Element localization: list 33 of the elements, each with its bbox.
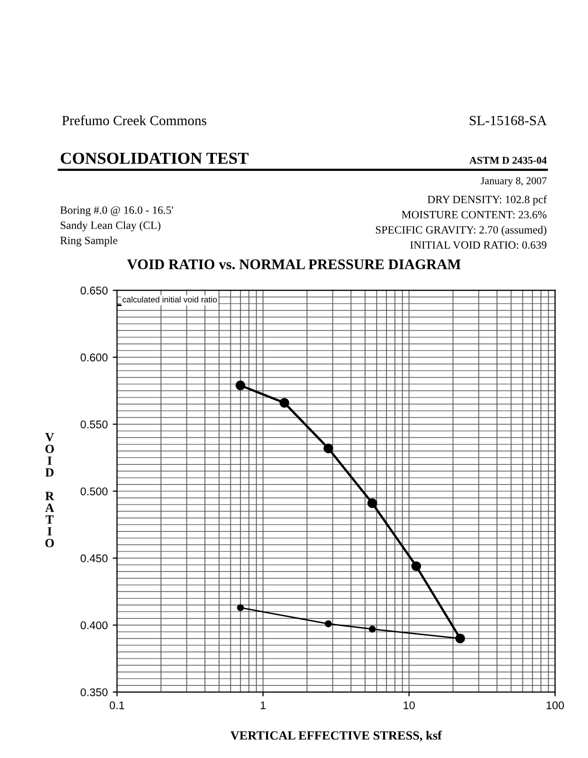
y-tick-label: 0.400 [80,621,108,630]
point [236,380,246,390]
x-tick-label: 0.1 [110,701,124,710]
text: SL-15168-SA [470,116,547,126]
x-axis-title: VERTICAL EFFECTIVE STRESS, ksf [230,730,442,742]
y-tick-label: 0.350 [80,688,108,696]
x-tick-label: 10 [404,701,415,710]
point [367,498,378,508]
point [411,561,422,572]
y-tick-label: 0.650 [80,286,108,294]
text: DRY DENSITY: 102.8 pcf [428,195,547,206]
y-tick-label: 0.550 [80,420,108,428]
text: MOISTURE CONTENT: 23.6% [402,210,546,218]
text: INITIAL VOID RATIO: 0.639 [410,241,546,249]
text: January 8, 2007 [480,177,547,186]
point [323,443,334,454]
chart-title: VOID RATIO vs. NORMAL PRESSURE DIAGRAM [127,259,461,270]
text: Ring Sample [60,236,118,246]
x-tick-label: 1 [260,701,266,710]
text: Sandy Lean Clay (CL) [60,221,160,232]
point [280,398,290,408]
text: CONSOLIDATION TEST [60,152,249,164]
text: SPECIFIC GRAVITY: 2.70 (assumed) [376,226,546,236]
point [324,620,332,628]
y-tick-label: 0.450 [80,554,108,562]
annotation: calculated initial void ratio [122,296,217,302]
text: VOID RATIO [45,433,54,548]
x-tick-label: 100 [546,701,564,710]
text: ASTM D 2435-04 [469,156,547,164]
y-tick-label: 0.600 [80,354,108,362]
y-tick-label: 0.500 [80,487,108,496]
text: Boring #.0 @ 16.0 - 16.5' [60,206,173,216]
text: Prefumo Creek Commons [62,115,206,126]
